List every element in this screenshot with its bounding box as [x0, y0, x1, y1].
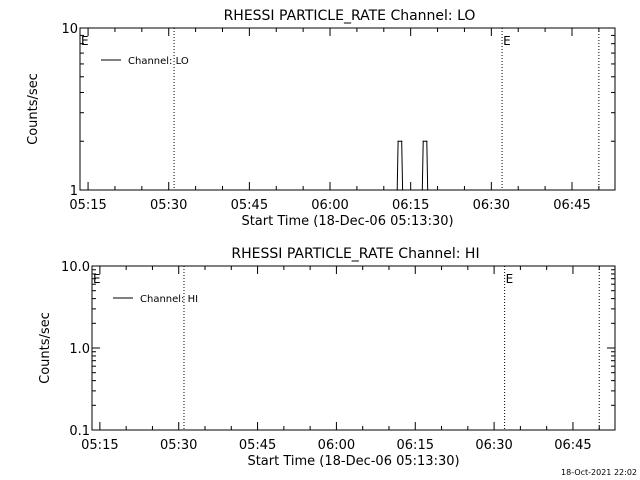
- plot-frame: [79, 27, 616, 191]
- y-tick-label: 10.0: [61, 260, 90, 275]
- x-tick-label: 05:15: [81, 438, 118, 453]
- x-tick-label: 06:45: [553, 198, 590, 213]
- event-marker-label: E: [81, 34, 89, 48]
- event-marker-label: E: [93, 272, 101, 286]
- x-tick-label: 06:15: [397, 438, 434, 453]
- data-point: [397, 140, 399, 142]
- data-point: [396, 189, 398, 191]
- x-axis-label: Start Time (18-Dec-06 05:13:30): [247, 454, 459, 469]
- x-axis-label: Start Time (18-Dec-06 05:13:30): [241, 214, 453, 229]
- y-axis-label: Counts/sec: [38, 312, 53, 384]
- chart-title: RHESSI PARTICLE_RATE Channel: HI: [231, 246, 479, 262]
- data-point: [421, 189, 423, 191]
- y-tick-label: 1.0: [69, 342, 90, 357]
- x-tick-label: 05:45: [231, 198, 268, 213]
- x-tick-label: 06:15: [392, 198, 429, 213]
- data-point: [401, 140, 403, 142]
- event-marker-label: E: [506, 272, 514, 286]
- x-tick-label: 06:00: [318, 438, 355, 453]
- chart-title: RHESSI PARTICLE_RATE Channel: LO: [224, 8, 476, 24]
- data-point: [427, 189, 429, 191]
- x-tick-label: 06:00: [311, 198, 348, 213]
- x-tick-label: 05:30: [150, 198, 187, 213]
- legend-entry: Channel: LO: [128, 56, 189, 67]
- x-tick-label: 06:30: [473, 198, 510, 213]
- y-axis-label: Counts/sec: [26, 73, 41, 145]
- data-point: [422, 140, 424, 142]
- y-tick-label: 1: [70, 184, 78, 199]
- event-marker-label: E: [503, 34, 511, 48]
- x-tick-label: 06:45: [554, 438, 591, 453]
- x-tick-label: 05:45: [239, 438, 276, 453]
- y-tick-label: 0.1: [69, 424, 90, 439]
- x-tick-label: 06:30: [475, 438, 512, 453]
- x-tick-label: 05:15: [69, 198, 106, 213]
- data-point: [426, 140, 428, 142]
- footer-timestamp: 18-Oct-2021 22:02: [561, 468, 637, 477]
- data-point: [402, 189, 404, 191]
- legend-entry: Channel: HI: [140, 294, 198, 305]
- y-tick-label: 10: [61, 22, 78, 37]
- x-tick-label: 05:30: [160, 438, 197, 453]
